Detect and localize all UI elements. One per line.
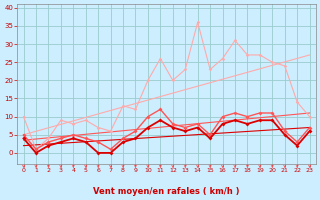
X-axis label: Vent moyen/en rafales ( km/h ): Vent moyen/en rafales ( km/h ) [93, 187, 240, 196]
